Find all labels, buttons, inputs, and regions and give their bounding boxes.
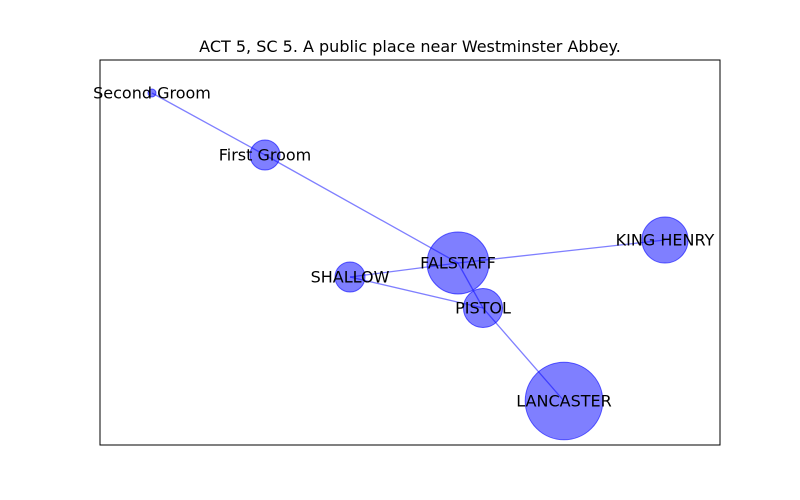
node-label-pistol: PISTOL [455, 299, 511, 318]
edge-second-groom-first-groom [151, 92, 266, 156]
node-first-groom [249, 139, 281, 171]
edge-falstaff-king-henry [457, 239, 666, 264]
node-label-king-henry: KING HENRY [616, 231, 715, 250]
node-label-shallow: SHALLOW [311, 268, 390, 287]
node-label-first-groom: First Groom [219, 146, 312, 165]
node-pistol [462, 287, 504, 329]
nodes-layer [147, 88, 689, 441]
node-label-falstaff: FALSTAFF [420, 254, 496, 273]
node-falstaff [426, 231, 490, 295]
node-shallow [334, 261, 366, 293]
edge-shallow-pistol [349, 276, 484, 309]
node-label-second-groom: Second Groom [93, 84, 211, 103]
labels-layer: Second Groom First Groom FALSTAFF KING HENR… [93, 84, 714, 411]
node-lancaster [524, 361, 604, 441]
node-label-lancaster: LANCASTER [516, 392, 611, 411]
figure-title: ACT 5, SC 5. A public place near Westmin… [199, 37, 621, 56]
plot-frame [99, 59, 721, 446]
node-king-henry [641, 216, 689, 264]
edge-first-groom-falstaff [264, 154, 459, 264]
node-second-groom [147, 88, 157, 98]
edges-layer [151, 92, 666, 402]
